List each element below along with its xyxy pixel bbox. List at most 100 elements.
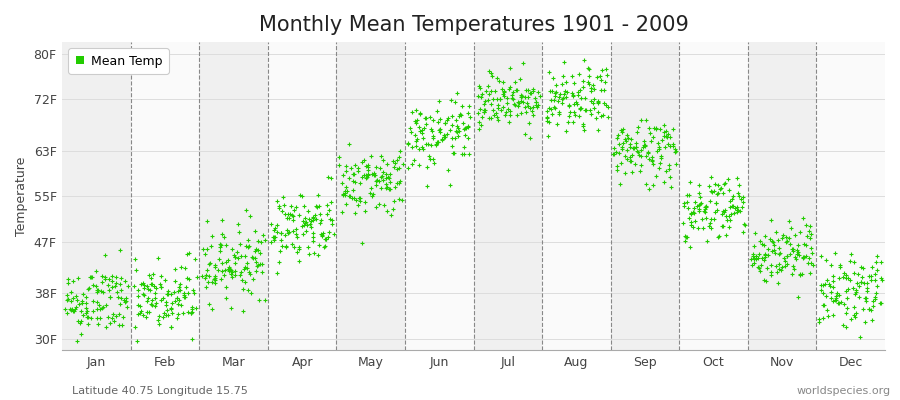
Point [95,273,110,280]
Point [677,200,691,206]
Point [819,293,833,299]
Point [639,181,653,187]
Point [491,101,505,108]
Point [401,140,416,147]
Point [375,173,390,180]
Point [355,159,369,165]
Point [523,90,537,96]
Point [746,252,760,259]
Point [736,199,751,206]
Point [632,152,646,159]
Point [287,206,302,213]
Point [738,222,752,228]
Point [79,310,94,317]
Point [418,114,432,121]
Point [509,112,524,118]
Point [587,96,601,102]
Point [491,74,505,81]
Point [68,308,82,314]
Point [724,211,738,217]
Point [686,223,700,230]
Point [458,132,473,138]
Point [297,222,311,228]
Point [170,295,184,302]
Point [295,218,310,224]
Point [793,229,807,235]
Bar [473,42,542,350]
Point [457,144,472,150]
Point [870,283,885,290]
Point [292,244,307,250]
Point [541,68,555,75]
Point [812,316,826,322]
Point [832,292,847,298]
Point [796,254,811,260]
Point [318,243,332,249]
Point [104,315,119,321]
Point [289,204,303,210]
Point [277,202,292,208]
Point [664,184,679,190]
Point [230,249,244,255]
Point [789,251,804,257]
Point [780,238,795,244]
Point [663,142,678,149]
Point [552,109,566,115]
Point [284,241,299,248]
Point [826,284,841,290]
Point [286,217,301,223]
Point [843,258,858,264]
Point [140,309,154,315]
Point [302,216,316,222]
Point [849,287,863,293]
Point [616,146,630,152]
Point [266,227,281,233]
Point [128,323,142,330]
Point [435,136,449,142]
Point [304,218,319,224]
Point [306,214,320,220]
Point [608,149,623,155]
Point [367,170,382,176]
Point [647,125,662,131]
Point [348,210,363,216]
Point [105,278,120,284]
Point [274,237,288,243]
Point [695,216,709,222]
Point [533,93,547,99]
Point [361,170,375,177]
Point [730,207,744,213]
Point [248,255,262,261]
Point [639,116,653,123]
Bar [542,42,611,350]
Point [452,128,466,134]
Point [410,136,424,142]
Point [113,274,128,281]
Point [821,313,835,320]
Point [757,276,771,283]
Point [332,154,347,160]
Point [526,104,540,110]
Point [436,134,451,140]
Point [69,338,84,344]
Point [111,294,125,300]
Point [787,246,801,252]
Point [426,156,440,162]
Point [546,75,561,82]
Point [831,300,845,307]
Point [482,114,497,121]
Point [103,294,117,301]
Point [642,156,656,162]
Point [663,174,678,180]
Point [113,287,128,293]
Point [784,224,798,231]
Point [266,234,281,240]
Point [621,135,635,141]
Point [264,221,278,228]
Point [342,193,356,199]
Point [408,118,422,124]
Point [684,210,698,216]
Point [58,306,73,312]
Point [154,296,168,303]
Point [799,232,814,239]
